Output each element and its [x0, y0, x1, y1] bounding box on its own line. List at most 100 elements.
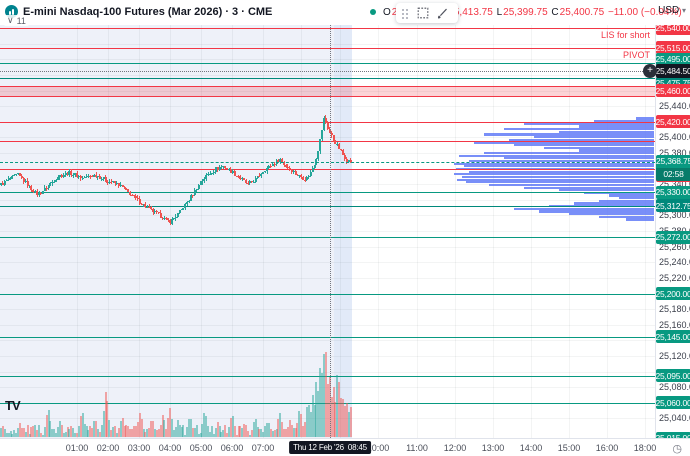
gridline-horizontal: [0, 262, 655, 264]
bar-countdown: 02:58: [656, 167, 690, 181]
price-level-line[interactable]: [0, 293, 655, 295]
marquee-select-icon[interactable]: [415, 5, 431, 21]
candle: [47, 185, 50, 189]
price-level-tag[interactable]: 25,515.00: [655, 41, 690, 55]
volume-bar: [62, 432, 65, 437]
price-level-line[interactable]: [0, 78, 655, 80]
volume-bar: [176, 420, 179, 437]
gridline-horizontal: [0, 137, 655, 139]
volume-bar: [1, 426, 4, 437]
price-axis[interactable]: 25,440.0025,400.0025,380.0025,340.0025,3…: [655, 21, 690, 445]
price-axis-label: 25,340.00: [659, 179, 690, 190]
candle-wick: [196, 188, 198, 193]
candle: [343, 154, 346, 160]
volume-bar: [79, 415, 82, 437]
volume-bar: [313, 404, 316, 437]
candle: [286, 166, 289, 169]
candle: [190, 195, 192, 201]
candle: [193, 189, 196, 196]
price-level-tag[interactable]: 25,272.00: [655, 230, 690, 244]
current-price-tag[interactable]: 25,368.75 02:58: [656, 154, 690, 181]
volume-bar: [55, 433, 58, 437]
drag-handle-icon[interactable]: [401, 7, 408, 19]
time-axis-label: 02:00: [96, 443, 120, 453]
candle-wick: [13, 173, 15, 176]
add-alert-icon[interactable]: +: [643, 64, 657, 79]
volume-bar: [309, 412, 312, 437]
currency-selector[interactable]: USD ▾: [658, 5, 686, 16]
candle: [247, 182, 249, 184]
candle: [58, 175, 61, 178]
volume-bar: [22, 428, 25, 437]
volume-profile-bar: [484, 151, 654, 155]
volume-bar: [117, 427, 120, 437]
volume-profile-bar: [469, 159, 654, 163]
volume-bar: [24, 432, 27, 437]
volume-bar: [89, 426, 92, 437]
price-axis-label: 25,040.00: [659, 413, 690, 424]
candle: [39, 193, 42, 195]
chart-plot-area[interactable]: LIS for short PIVOT: [0, 25, 655, 438]
volume-bar: [125, 425, 128, 437]
symbol-logo-icon[interactable]: [5, 5, 18, 18]
volume-bar: [184, 434, 187, 437]
change-value: −11.00 (−0.04%): [607, 7, 682, 18]
supply-zone-rectangle[interactable]: [0, 85, 655, 97]
volume-bar: [174, 426, 177, 437]
symbol-title[interactable]: E-mini Nasdaq-100 Futures (Mar 2026) · 3…: [23, 6, 273, 18]
price-level-tag[interactable]: 25,200.00: [655, 287, 690, 301]
indicators-count: 11: [16, 15, 26, 26]
timezone-clock-icon[interactable]: ◷: [672, 443, 682, 455]
price-level-line[interactable]: [0, 336, 655, 338]
price-level-line[interactable]: [0, 205, 655, 207]
price-level-line[interactable]: [0, 47, 655, 49]
candle: [292, 170, 295, 172]
price-level-tag[interactable]: 25,312.75: [655, 199, 690, 213]
candle: [254, 177, 257, 182]
volume-bar: [38, 425, 40, 437]
price-level-tag[interactable]: 25,145.00: [655, 330, 690, 343]
price-level-line[interactable]: [0, 28, 655, 30]
candle: [106, 181, 109, 183]
volume-bar: [343, 405, 346, 437]
volume-bar: [106, 401, 109, 437]
price-level-line[interactable]: [0, 375, 655, 377]
candle: [79, 176, 82, 179]
candle: [207, 173, 210, 175]
volume-bar: [7, 432, 10, 437]
volume-bar: [237, 425, 240, 437]
candle-wick: [97, 175, 99, 180]
indicators-collapse-chip[interactable]: ∨ 11: [4, 15, 29, 26]
volume-bar: [30, 427, 33, 437]
price-level-line[interactable]: [0, 63, 655, 65]
volume-bar: [98, 431, 101, 437]
price-level-line[interactable]: [0, 141, 655, 143]
price-axis-label: 25,240.00: [659, 257, 690, 268]
volume-bar: [66, 427, 69, 437]
market-open-dot-icon: [370, 9, 376, 15]
volume-bar: [338, 382, 341, 437]
price-level-tag[interactable]: 25,060.00: [655, 396, 690, 410]
brush-tool-icon[interactable]: [435, 5, 451, 21]
price-level-tag[interactable]: 25,495.00: [655, 52, 690, 66]
candle: [222, 166, 225, 168]
time-axis-label: 10:00: [366, 443, 390, 453]
volume-profile-bar: [559, 130, 654, 133]
candle: [212, 171, 215, 174]
price-level-line[interactable]: [0, 237, 655, 239]
volume-bar: [260, 428, 263, 437]
zone-price-tag[interactable]: 25,460.00: [655, 84, 690, 98]
time-axis[interactable]: ◷ 01:0002:0003:0004:0005:0006:0007:0008:…: [0, 438, 690, 456]
price-level-line[interactable]: [0, 192, 655, 194]
candle: [85, 176, 88, 178]
price-level-tag[interactable]: 25,330.00: [655, 185, 690, 199]
volume-bar: [131, 429, 134, 437]
volume-bar: [57, 426, 59, 437]
price-level-line[interactable]: [0, 168, 655, 170]
price-level-tag[interactable]: 25,095.00: [655, 369, 690, 383]
volume-bar: [36, 429, 39, 437]
candle: [239, 177, 242, 179]
price-level-tag[interactable]: 25,420.00: [655, 115, 690, 129]
volume-bar: [104, 392, 107, 437]
volume-bar: [129, 429, 132, 437]
